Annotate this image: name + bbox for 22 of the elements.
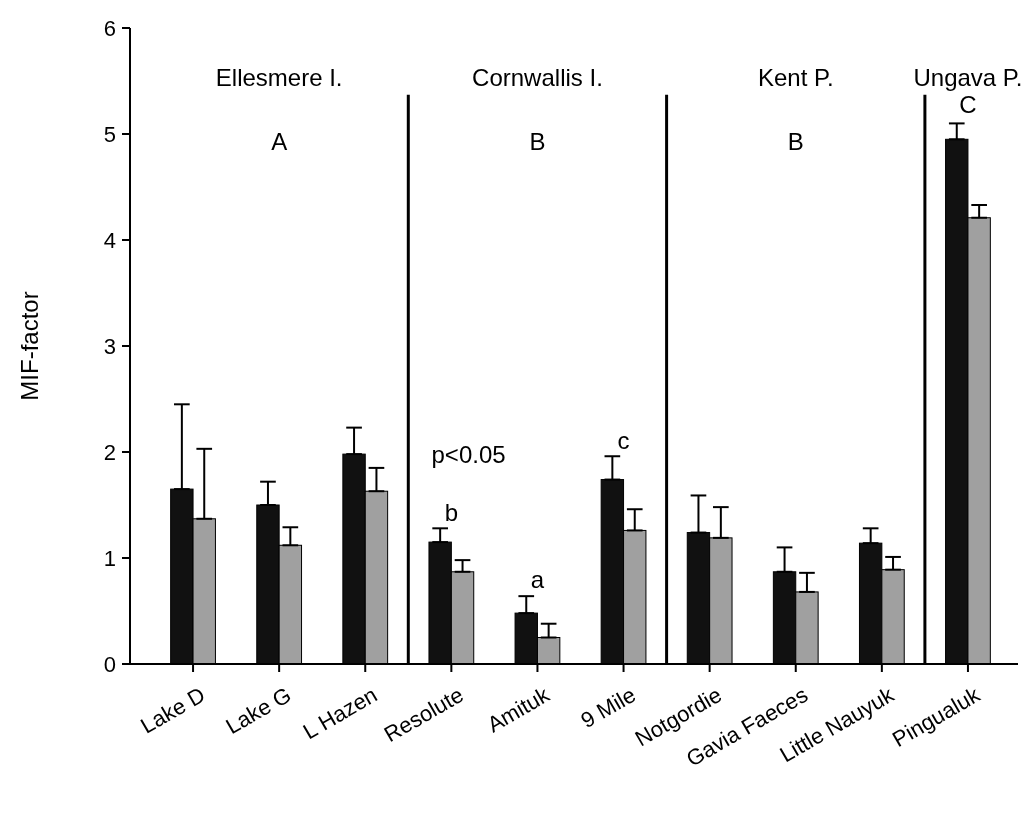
annotation: Ellesmere I. [215, 64, 343, 92]
annotation: Kent P. [757, 64, 834, 92]
y-tick-label: 2 [103, 439, 116, 465]
y-tick-label: 4 [103, 227, 116, 253]
annotation: p<0.05 [431, 440, 506, 468]
y-axis-title: MIF-factor [16, 291, 43, 401]
annotation: A [271, 127, 288, 155]
annotation: Ungava P. [913, 64, 1023, 92]
y-tick-label: 3 [103, 333, 116, 359]
annotation: B [787, 127, 804, 155]
annotation: b [444, 498, 459, 526]
y-tick-label: 0 [103, 651, 116, 677]
x-tick-label: Lake D [136, 682, 210, 739]
annotation: Cornwallis I. [472, 64, 603, 92]
y-tick-label: 5 [103, 121, 116, 147]
y-tick-label: 1 [103, 545, 116, 571]
y-tick-label: 6 [103, 15, 116, 41]
annotation: C [959, 90, 977, 118]
annotation: c [617, 426, 630, 454]
annotation: a [530, 565, 545, 593]
annotation: B [529, 127, 546, 155]
x-tick-label: Lake G [221, 682, 296, 740]
